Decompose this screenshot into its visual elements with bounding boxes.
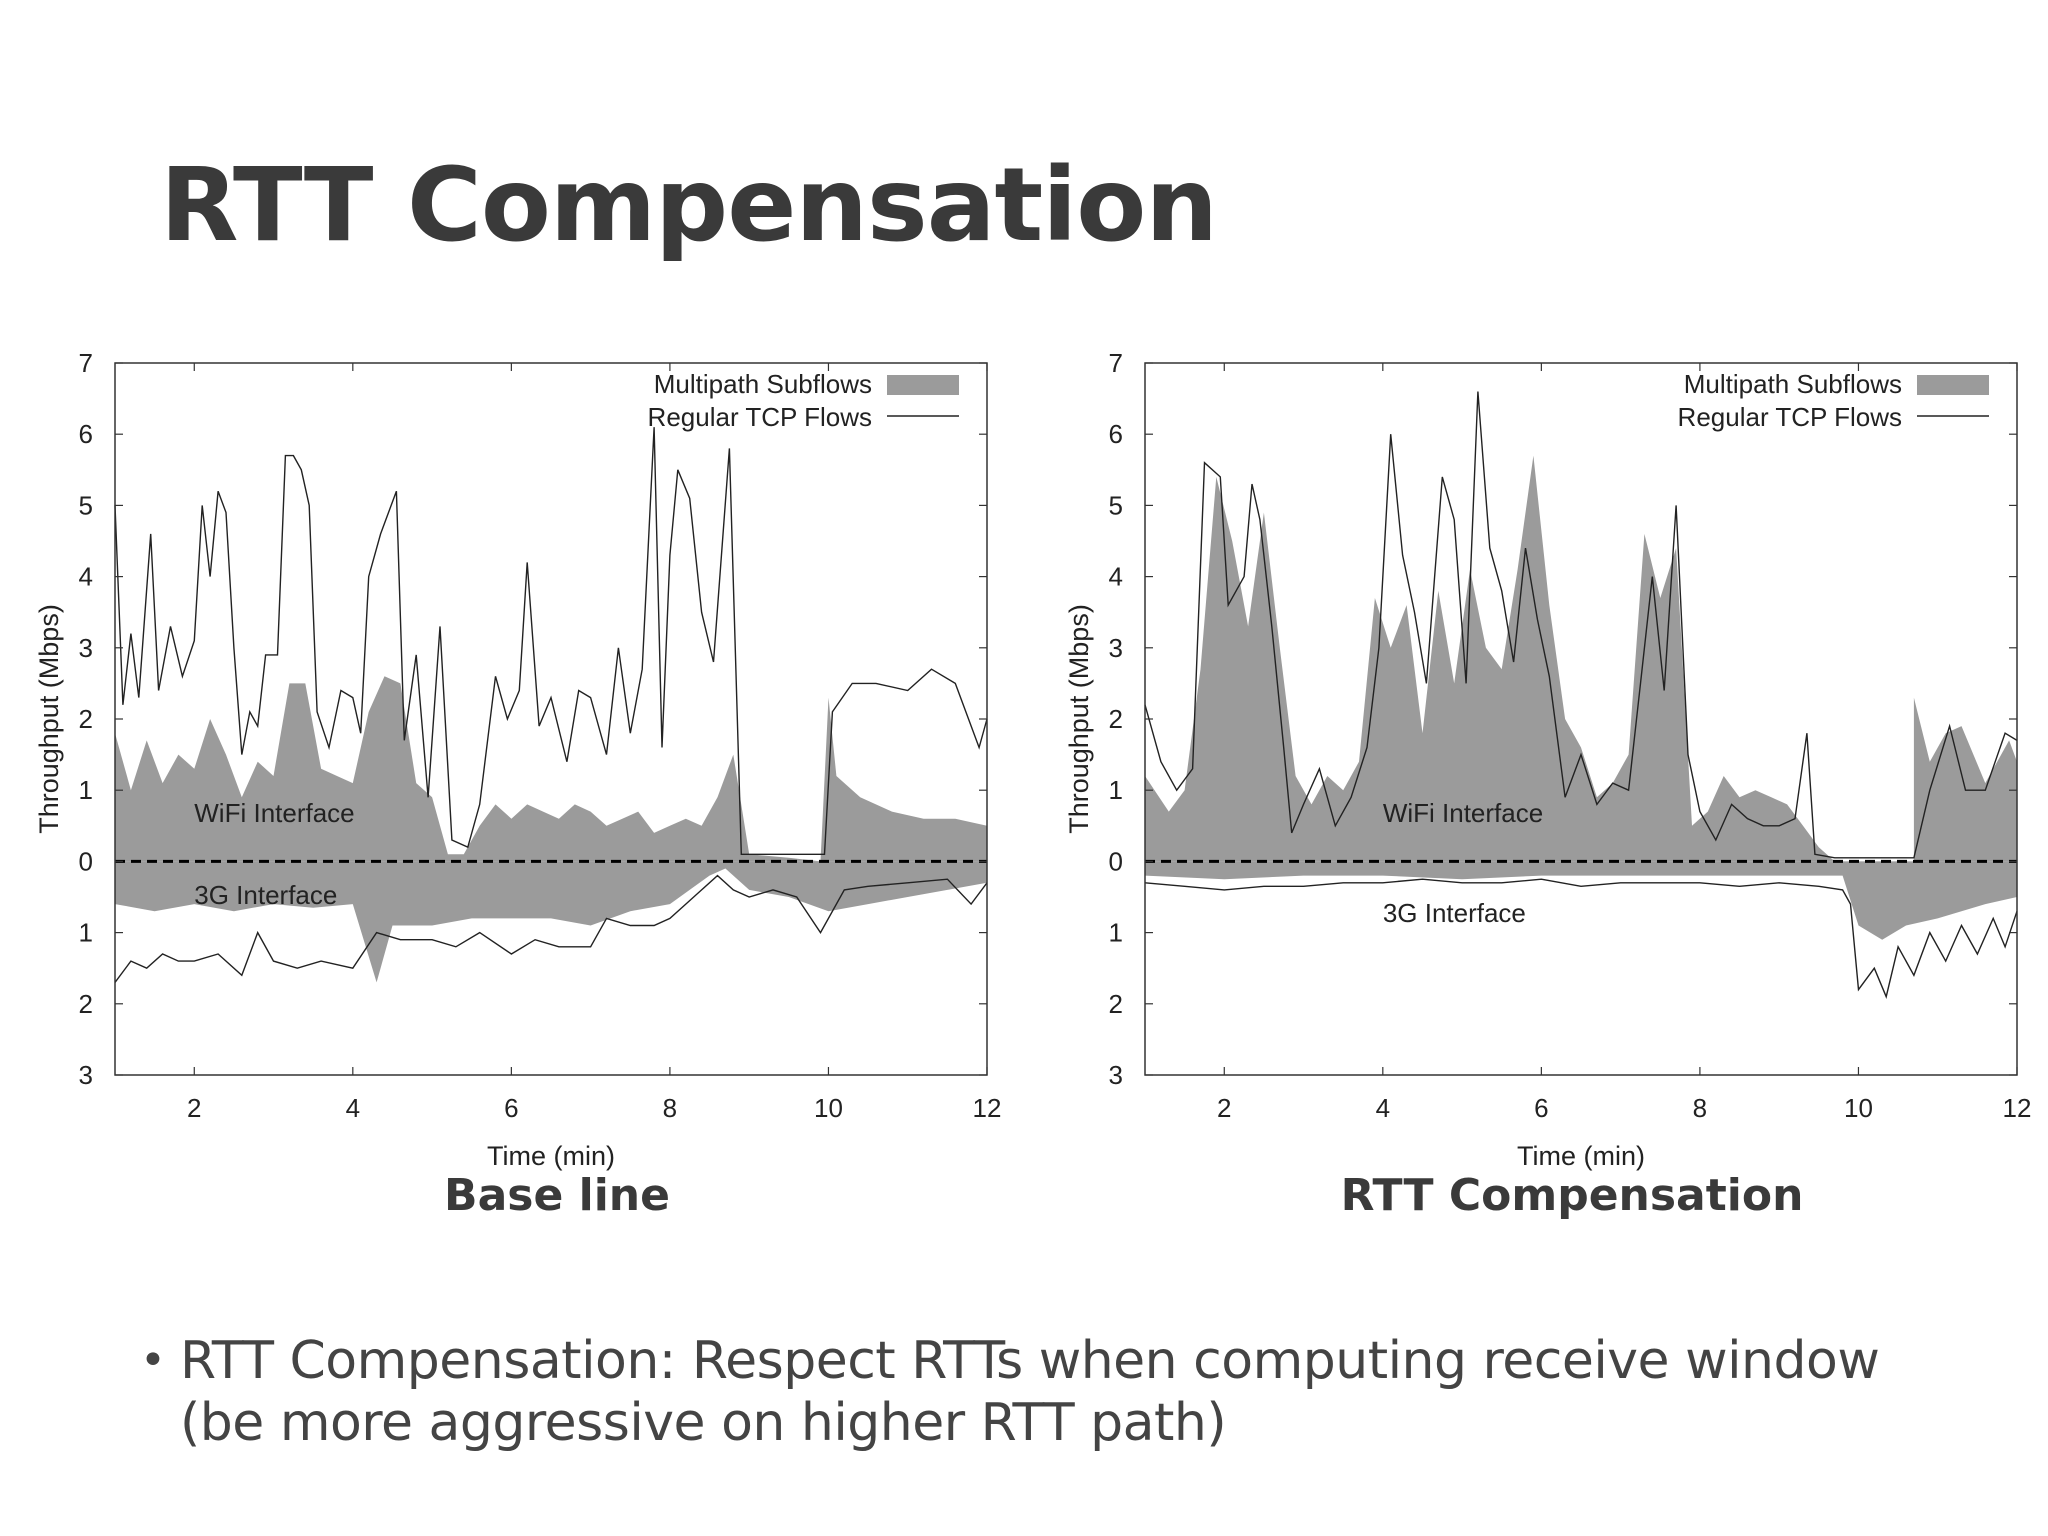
annotation-3g: 3G Interface [1383, 898, 1526, 928]
y-tick-label: 1 [79, 918, 93, 948]
x-tick-label: 2 [187, 1093, 201, 1123]
y-tick-label: 7 [79, 348, 93, 378]
x-tick-label: 10 [1844, 1093, 1873, 1123]
x-tick-label: 4 [346, 1093, 360, 1123]
slide-title: RTT Compensation [160, 146, 1218, 265]
series-line-3g [114, 874, 988, 983]
annotation-wifi: WiFi Interface [194, 798, 354, 828]
x-axis-label: Time (min) [1517, 1141, 1645, 1171]
y-axis-label: Throughput (Mbps) [34, 604, 64, 834]
x-tick-label: 6 [504, 1093, 518, 1123]
y-tick-label: 2 [79, 989, 93, 1019]
x-axis-label: Time (min) [487, 1141, 615, 1171]
annotation-3g: 3G Interface [194, 880, 337, 910]
x-tick-label: 8 [1693, 1093, 1707, 1123]
x-tick-label: 2 [1217, 1093, 1231, 1123]
legend-swatch-area [887, 375, 959, 395]
plot-background [1145, 363, 2017, 1075]
bullet-item: • RTT Compensation: Respect RTTs when co… [130, 1330, 2010, 1454]
y-tick-label: 6 [79, 419, 93, 449]
y-tick-label: 0 [1109, 846, 1123, 876]
plot-background [115, 363, 987, 1075]
legend-label: Multipath Subflows [654, 369, 872, 399]
series-area-wifi [115, 676, 987, 862]
x-tick-label: 8 [663, 1093, 677, 1123]
y-tick-label: 4 [1109, 562, 1123, 592]
x-tick-label: 12 [2003, 1093, 2032, 1123]
y-tick-label: 1 [1109, 918, 1123, 948]
y-tick-label: 5 [79, 490, 93, 520]
series-line-3g [1144, 878, 2018, 999]
y-tick-label: 1 [79, 775, 93, 805]
y-tick-label: 2 [1109, 989, 1123, 1019]
y-tick-label: 3 [79, 633, 93, 663]
y-tick-label: 0 [79, 846, 93, 876]
series-area-3g [1145, 861, 2017, 940]
legend-label: Regular TCP Flows [648, 402, 872, 432]
series-line-wifi [114, 427, 988, 855]
bullet-list: • RTT Compensation: Respect RTTs when co… [130, 1330, 2010, 1454]
y-tick-label: 1 [1109, 775, 1123, 805]
y-tick-label: 7 [1109, 348, 1123, 378]
bullet-line-2: (be more aggressive on higher RTT path) [180, 1393, 1227, 1453]
y-tick-label: 4 [79, 562, 93, 592]
y-axis-label: Throughput (Mbps) [1064, 604, 1094, 834]
bullet-dot: • [140, 1335, 166, 1386]
legend-swatch-area [1917, 375, 1989, 395]
bullet-line-1: RTT Compensation: Respect RTTs when comp… [180, 1331, 1880, 1391]
baseline-caption: Base line [444, 1170, 670, 1221]
x-tick-label: 6 [1534, 1093, 1548, 1123]
y-tick-label: 3 [1109, 1060, 1123, 1090]
y-tick-label: 3 [1109, 633, 1123, 663]
legend-label: Regular TCP Flows [1678, 402, 1902, 432]
y-tick-label: 5 [1109, 490, 1123, 520]
rtt-compensation-caption: RTT Compensation [1340, 1170, 1804, 1221]
y-tick-label: 2 [79, 704, 93, 734]
annotation-wifi: WiFi Interface [1383, 798, 1543, 828]
y-tick-label: 2 [1109, 704, 1123, 734]
x-tick-label: 12 [973, 1093, 1002, 1123]
legend-label: Multipath Subflows [1684, 369, 1902, 399]
x-tick-label: 10 [814, 1093, 843, 1123]
x-tick-label: 4 [1376, 1093, 1390, 1123]
series-line-wifi [1144, 391, 2018, 859]
y-tick-label: 6 [1109, 419, 1123, 449]
y-tick-label: 3 [79, 1060, 93, 1090]
